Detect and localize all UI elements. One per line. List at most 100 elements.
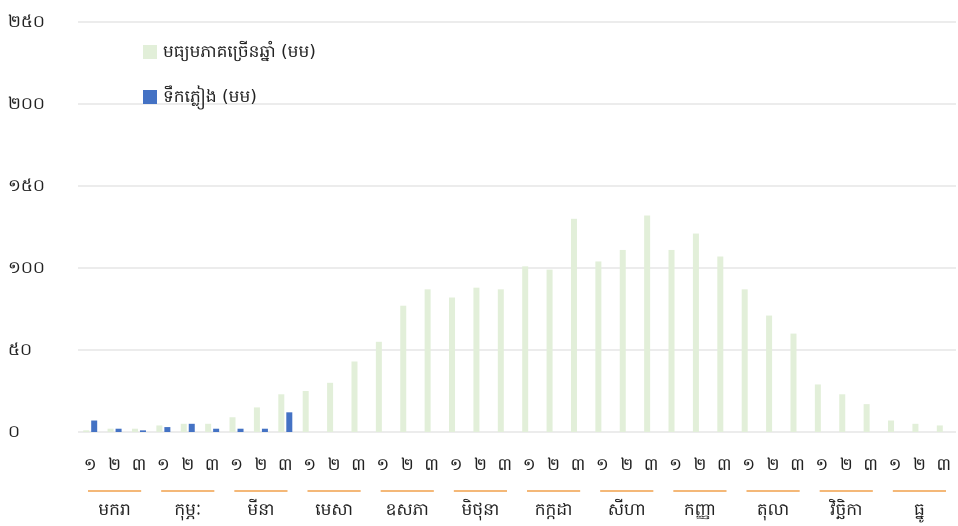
- legend-label: ទឹកភ្លៀង (មម): [163, 85, 257, 110]
- x-tick-label: ២: [620, 455, 633, 475]
- x-tick-label: ១: [596, 455, 609, 475]
- x-tick-label: ២: [913, 455, 926, 475]
- x-tick-label: ២: [840, 455, 853, 475]
- group-label: កុម្ភៈ: [174, 500, 201, 521]
- group-label: មីនា: [247, 498, 274, 520]
- bar: [936, 425, 943, 432]
- x-tick-label: ១: [157, 455, 170, 475]
- x-tick-label: ៣: [351, 455, 366, 475]
- group-label: វិច្ឆិកា: [828, 498, 862, 520]
- y-tick-label: ២៥០: [8, 12, 45, 32]
- x-tick-label: ២: [547, 455, 560, 475]
- bar: [188, 423, 195, 432]
- bar: [546, 269, 553, 432]
- x-tick-label: ២: [108, 455, 121, 475]
- bar: [237, 428, 244, 432]
- x-tick-label: ១: [84, 455, 97, 475]
- bar: [156, 425, 163, 432]
- bar: [644, 215, 651, 432]
- x-tick-label: ១: [669, 455, 682, 475]
- bar: [115, 428, 122, 432]
- bar: [473, 287, 480, 432]
- bar: [164, 427, 171, 432]
- x-tick-label: ៣: [424, 455, 439, 475]
- x-tick-label: ៣: [644, 455, 659, 475]
- x-tick-label: ២: [767, 455, 780, 475]
- bar: [449, 297, 456, 432]
- bar: [522, 266, 529, 432]
- bar: [570, 218, 577, 432]
- bar: [205, 423, 212, 432]
- bar: [619, 249, 626, 432]
- group-label: សីហា: [608, 498, 646, 520]
- x-tick-label: ៣: [498, 455, 513, 475]
- x-tick-label: ២: [254, 455, 267, 475]
- bar: [91, 420, 98, 432]
- group-label: មិថុនា: [462, 498, 500, 521]
- bar: [286, 412, 293, 432]
- bar: [229, 417, 236, 432]
- x-tick-label: ២: [401, 455, 414, 475]
- y-tick-label: ៥០: [8, 340, 32, 360]
- bar: [302, 391, 309, 432]
- x-tick-label: ១: [450, 455, 463, 475]
- bar: [766, 315, 773, 432]
- y-tick-label: ០: [8, 422, 20, 442]
- y-tick-label: ១៥០: [8, 176, 45, 196]
- bar: [180, 423, 187, 432]
- bar: [139, 430, 146, 432]
- x-tick-label: ១: [889, 455, 902, 475]
- x-tick-label: ៣: [937, 455, 952, 475]
- bar: [424, 289, 431, 432]
- bar: [278, 394, 285, 432]
- group-label: មេសា: [315, 500, 353, 520]
- bar: [400, 305, 407, 432]
- x-tick-label: ៣: [863, 455, 878, 475]
- x-tick-label: ១: [815, 455, 828, 475]
- bar: [327, 382, 334, 432]
- legend-label: មធ្យមភាគច្រើនឆ្នាំ (មម): [163, 40, 316, 62]
- bar: [253, 407, 260, 432]
- x-tick-label: ១: [303, 455, 316, 475]
- bar: [131, 428, 138, 432]
- x-tick-label: ១: [523, 455, 536, 475]
- bar: [83, 430, 90, 432]
- x-tick-label: ៣: [205, 455, 220, 475]
- x-tick-label: ២: [181, 455, 194, 475]
- x-tick-label: ២: [474, 455, 487, 475]
- x-tick-label: ១: [230, 455, 243, 475]
- bar: [107, 428, 114, 432]
- bar: [863, 404, 870, 432]
- y-tick-label: ២០០: [8, 94, 45, 114]
- bar: [790, 333, 797, 432]
- group-label: ឧសភា: [386, 500, 429, 520]
- legend-swatch: [143, 45, 157, 59]
- group-label: តុលា: [757, 500, 789, 521]
- bar: [213, 428, 220, 432]
- x-tick-label: ២: [328, 455, 341, 475]
- bar: [814, 384, 821, 432]
- bar: [261, 428, 268, 432]
- bar: [839, 394, 846, 432]
- group-label: កញ្ញា: [684, 500, 716, 520]
- group-label: ធ្នូ: [914, 500, 925, 523]
- bar: [741, 289, 748, 432]
- x-tick-label: ៣: [278, 455, 293, 475]
- bar: [717, 256, 724, 432]
- x-tick-label: ៣: [717, 455, 732, 475]
- x-tick-label: ៣: [790, 455, 805, 475]
- bar: [668, 249, 675, 432]
- y-tick-label: ១០០: [8, 258, 45, 278]
- bar: [912, 423, 919, 432]
- bar: [692, 233, 699, 432]
- x-tick-label: ១: [376, 455, 389, 475]
- bar: [351, 361, 358, 432]
- x-tick-label: ៣: [571, 455, 586, 475]
- bar: [497, 289, 504, 432]
- x-tick-label: ២: [693, 455, 706, 475]
- x-tick-label: ៣: [132, 455, 147, 475]
- bar: [888, 420, 895, 432]
- group-label: មករា: [98, 500, 130, 520]
- group-label: កក្កដា: [535, 500, 573, 520]
